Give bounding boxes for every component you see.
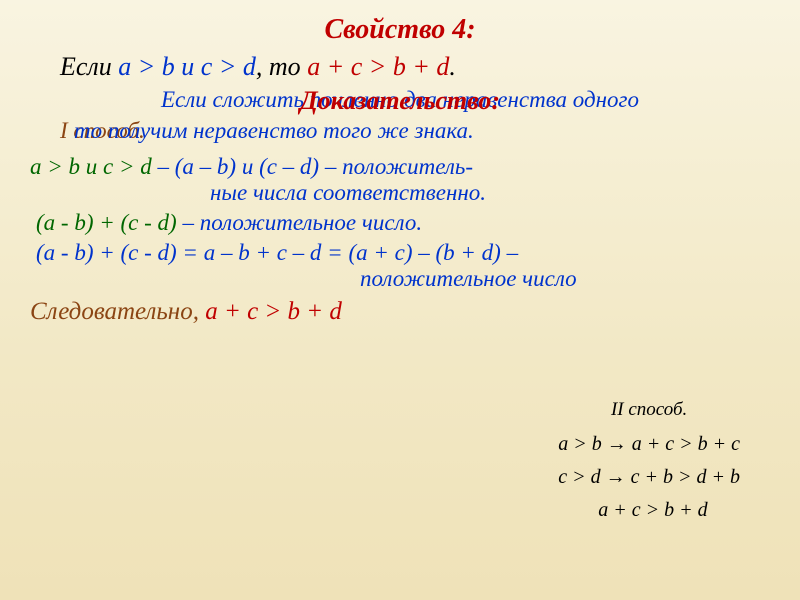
stmt-prefix: Если <box>60 52 118 81</box>
method2-line2: c > d → c + b > d + b <box>558 466 740 489</box>
method2-label: II способ. <box>558 399 740 421</box>
stmt-result: a + c > b + d <box>307 52 449 81</box>
stmt-condition: a > b и c > d <box>118 52 256 81</box>
conclusion: Следовательно, a + c > b + d <box>30 298 770 326</box>
property-statement: Если a > b и c > d, то a + c > b + d. <box>60 52 770 82</box>
proof-step-3-cont: положительное число <box>360 266 770 292</box>
proof-step-3: (a - b) + (c - d) = a – b + c – d = (a +… <box>36 240 770 266</box>
step1-rest: – (a – b) и (c – d) – положитель- <box>152 154 473 179</box>
property-title: Свойство 4: <box>30 14 770 46</box>
proof-heading: Доказательство: <box>30 86 770 116</box>
conclusion-result: a + c > b + d <box>205 298 342 325</box>
conclusion-word: Следовательно, <box>30 298 205 325</box>
stmt-dot: . <box>449 52 456 81</box>
method2-block: II способ. a > b → a + c > b + c c > d →… <box>558 389 740 532</box>
stmt-mid: , то <box>256 52 307 81</box>
proof-step-2: (a - b) + (c - d) – положительное число. <box>36 210 770 236</box>
step2-rest: – положительное число. <box>177 210 422 235</box>
proof-step-1: a > b и c > d – (a – b) и (c – d) – поло… <box>30 154 770 180</box>
method2-result: a + c > b + d <box>558 499 740 522</box>
proof-text-line2: то получим неравенство того же знака. <box>74 118 474 144</box>
step1-given: a > b и c > d <box>30 154 152 179</box>
step2-expr: (a - b) + (c - d) <box>36 210 177 235</box>
method2-line1: a > b → a + c > b + c <box>558 433 740 456</box>
proof-step-1-cont: ные числа соответственно. <box>210 180 770 206</box>
